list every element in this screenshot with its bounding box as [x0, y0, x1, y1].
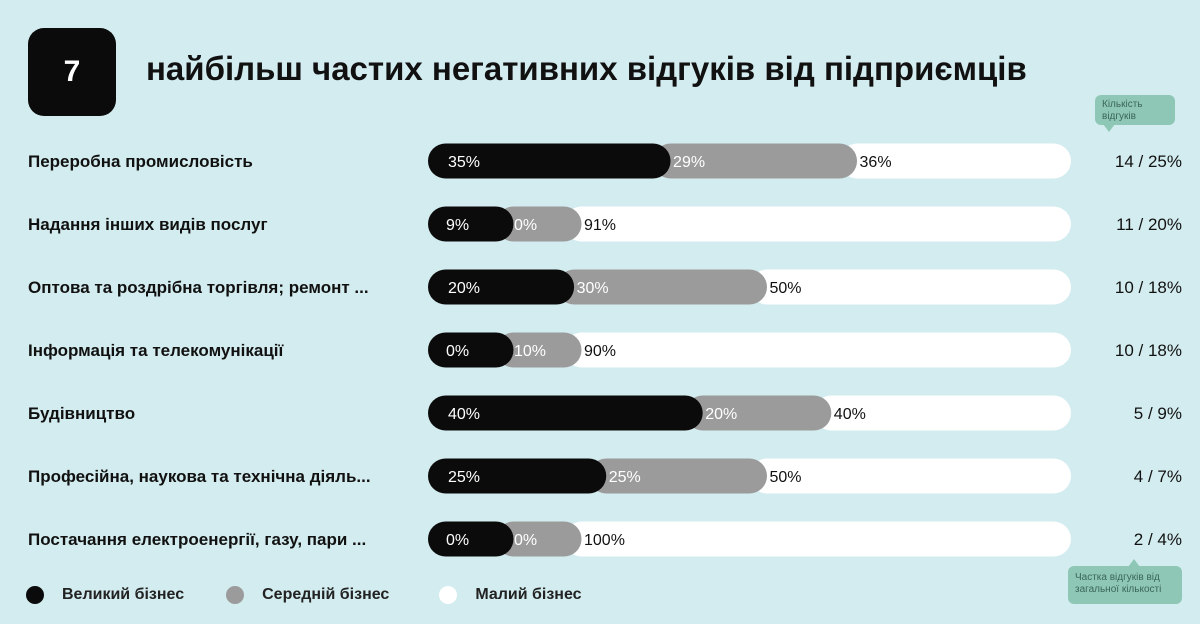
page-title: найбільш частих негативних відгуків від …: [146, 50, 1027, 87]
bar-segment-large: [428, 269, 575, 305]
share-tooltip: Частка відгуків від загальної кількості: [1068, 559, 1182, 604]
bar-value-label-small: 36%: [860, 154, 892, 171]
legend-label-medium: Середній бізнес: [262, 586, 390, 603]
legend-item-large: Великий бізнес: [26, 586, 184, 604]
category-label: Надання інших видів послуг: [28, 215, 268, 234]
bar-segment-large: [428, 143, 671, 179]
count-label: 11 / 20%: [1116, 215, 1182, 234]
bar-segment-medium: [653, 143, 858, 179]
bar-value-label-large: 9%: [446, 217, 469, 234]
legend-label-small: Малий бізнес: [475, 586, 582, 603]
count-tooltip: Кількість відгуків: [1095, 95, 1175, 132]
bar-segment-large: [428, 521, 514, 557]
bar-value-label-large: 0%: [446, 532, 469, 549]
legend-label-large: Великий бізнес: [62, 586, 185, 603]
legend-item-small: Малий бізнес: [439, 586, 582, 604]
bar-value-label-medium: 0%: [514, 532, 537, 549]
section-number: 7: [28, 28, 116, 116]
count-label: 14 / 25%: [1115, 152, 1182, 171]
bar-segment-large: [428, 332, 514, 368]
category-label: Переробна промисловість: [28, 152, 253, 171]
bar-segment-small: [564, 521, 1071, 557]
bar-value-label-medium: 25%: [609, 469, 641, 486]
count-label: 10 / 18%: [1115, 341, 1182, 360]
bar-segment-medium: [496, 206, 582, 242]
bar-segment-medium: [556, 269, 767, 305]
bar-segment-small: [839, 143, 1071, 179]
bar-value-label-medium: 0%: [514, 217, 537, 234]
bar-value-label-large: 40%: [448, 406, 480, 423]
bar-segment-small: [749, 269, 1071, 305]
bar-value-label-small: 90%: [584, 343, 616, 360]
category-label: Будівництво: [28, 404, 135, 423]
legend-dot-small: [439, 586, 458, 604]
count-label: 2 / 4%: [1134, 530, 1182, 549]
count-label: 10 / 18%: [1115, 278, 1182, 297]
bar-value-label-medium: 20%: [705, 406, 737, 423]
bar-value-label-small: 91%: [584, 217, 616, 234]
bar-value-label-medium: 30%: [577, 280, 609, 297]
count-label: 5 / 9%: [1134, 404, 1182, 423]
category-label: Постачання електроенергії, газу, пари ..…: [28, 530, 366, 549]
bar-segment-large: [428, 395, 703, 431]
legend-dot-medium: [226, 586, 245, 604]
bar-value-label-small: 100%: [584, 532, 625, 549]
bar-segment-medium: [496, 332, 582, 368]
bar-segment-small: [564, 332, 1071, 368]
count-label: 4 / 7%: [1134, 467, 1182, 486]
category-label: Інформація та телекомунікації: [28, 341, 285, 360]
bar-segment-small: [749, 458, 1071, 494]
bar-value-label-small: 40%: [834, 406, 866, 423]
bar-value-label-small: 50%: [770, 469, 802, 486]
bar-segment-medium: [685, 395, 832, 431]
bar-segment-medium: [496, 521, 582, 557]
legend-dot-large: [26, 586, 44, 604]
legend: Великий бізнес Середній бізнес Малий біз…: [26, 584, 618, 606]
bar-value-label-large: 35%: [448, 154, 480, 171]
bar-segment-small: [564, 206, 1071, 242]
category-label: Оптова та роздрібна торгівля; ремонт ...: [28, 278, 369, 297]
bar-value-label-medium: 29%: [673, 154, 705, 171]
bar-value-label-small: 50%: [770, 280, 802, 297]
bar-segment-small: [813, 395, 1071, 431]
bar-value-label-medium: 10%: [514, 343, 546, 360]
legend-item-medium: Середній бізнес: [226, 586, 389, 604]
bar-value-label-large: 0%: [446, 343, 469, 360]
bar-value-label-large: 25%: [448, 469, 480, 486]
bar-value-label-large: 20%: [448, 280, 480, 297]
bar-segment-medium: [588, 458, 767, 494]
bar-segment-large: [428, 206, 514, 242]
bar-segment-large: [428, 458, 607, 494]
category-label: Професійна, наукова та технічна діяль...: [28, 467, 371, 486]
